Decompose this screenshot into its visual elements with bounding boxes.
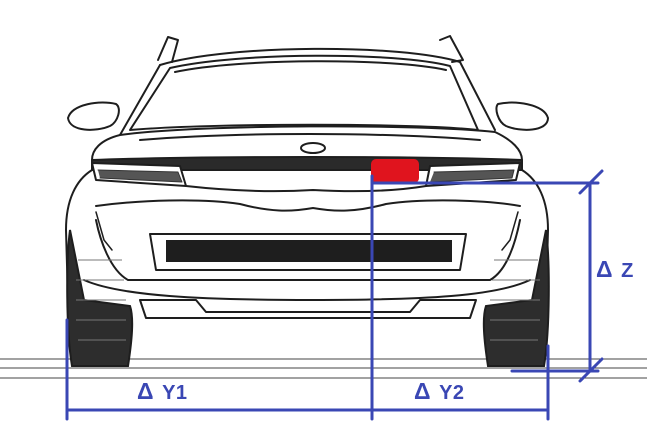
- delta-y1-label: Δ Y1: [137, 378, 188, 405]
- tire-left: [66, 229, 134, 367]
- rear-sensor-marker: [371, 159, 419, 183]
- z-text: Z: [621, 260, 634, 282]
- delta-symbol: Δ: [596, 256, 614, 282]
- bumper-top: [95, 199, 521, 212]
- measurement-lines: [65, 169, 604, 421]
- tire-right: [482, 229, 550, 367]
- delta-z-label: Δ Z: [596, 256, 634, 283]
- roof-line: [159, 47, 461, 66]
- emblem: [300, 142, 326, 154]
- y2-text: Y2: [439, 382, 465, 404]
- window-inner-line: [174, 60, 447, 73]
- roof-rail-left: [157, 36, 179, 63]
- tires: [66, 229, 550, 367]
- car-outline: [65, 35, 549, 319]
- body-side-right: [521, 169, 549, 307]
- y1-text: Y1: [162, 382, 188, 404]
- mirror-right: [495, 101, 549, 131]
- body-side-left: [65, 169, 93, 307]
- rear-diffuser: [139, 299, 477, 319]
- delta-symbol: Δ: [137, 378, 155, 404]
- rear-grille: [166, 240, 452, 262]
- z-top-tick: [578, 169, 604, 195]
- delta-y2-label: Δ Y2: [414, 378, 465, 405]
- z-bottom-tick: [578, 357, 604, 383]
- mirror-left: [67, 101, 120, 131]
- delta-symbol: Δ: [414, 378, 432, 404]
